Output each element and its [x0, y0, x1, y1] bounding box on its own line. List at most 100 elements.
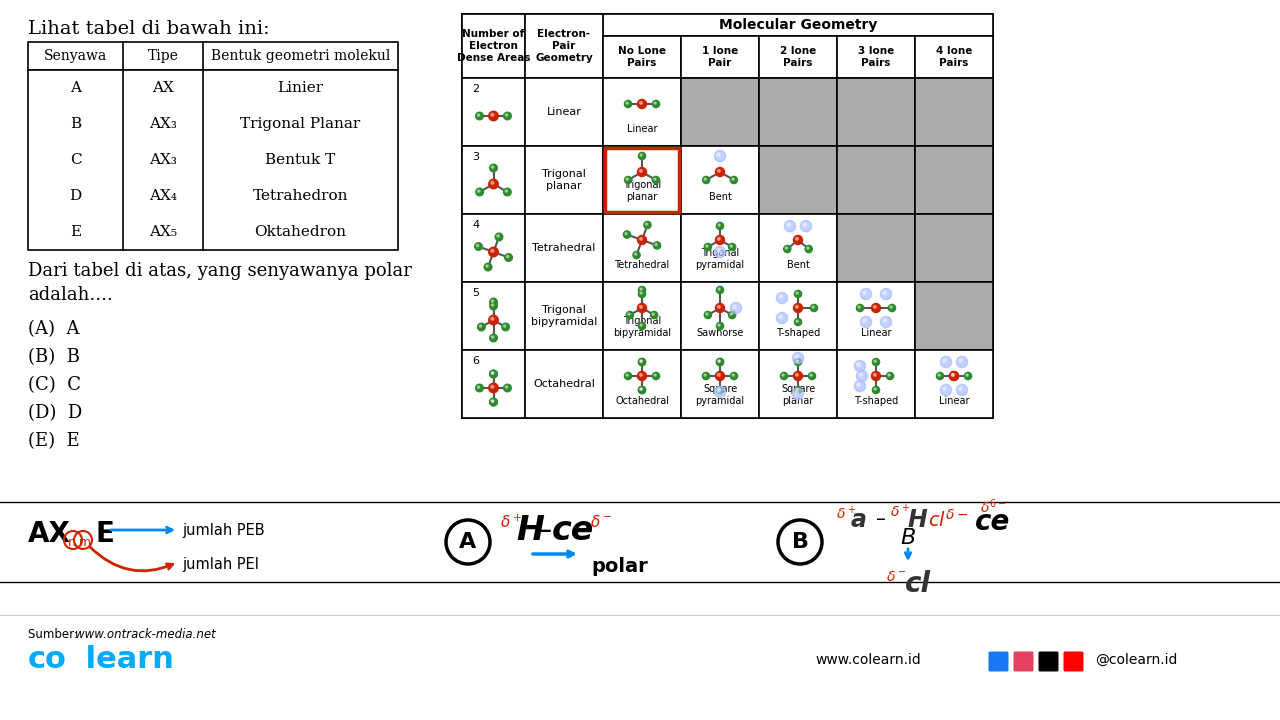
Circle shape	[717, 222, 723, 230]
Circle shape	[705, 313, 708, 315]
Text: –: –	[538, 516, 552, 544]
Circle shape	[653, 372, 659, 379]
Bar	[681, 214, 759, 282]
Text: Octahedral: Octahedral	[614, 396, 669, 406]
Circle shape	[859, 373, 863, 377]
Circle shape	[873, 374, 877, 377]
Circle shape	[873, 305, 877, 308]
Circle shape	[950, 372, 959, 380]
Circle shape	[639, 323, 645, 330]
Bar	[603, 78, 681, 146]
Circle shape	[703, 372, 709, 379]
Circle shape	[704, 178, 707, 180]
Text: $cl^{\delta-}$: $cl^{\delta-}$	[928, 509, 969, 531]
Text: Linear: Linear	[860, 328, 891, 338]
Circle shape	[477, 114, 480, 116]
Circle shape	[856, 363, 860, 366]
Circle shape	[476, 112, 484, 120]
Circle shape	[503, 188, 511, 196]
Bar	[837, 214, 915, 282]
Circle shape	[728, 243, 736, 251]
Circle shape	[951, 374, 954, 377]
Circle shape	[635, 253, 636, 255]
Circle shape	[650, 311, 658, 318]
Bar	[462, 14, 993, 418]
Circle shape	[717, 153, 721, 156]
Circle shape	[506, 114, 508, 116]
Circle shape	[860, 316, 872, 328]
Bar	[28, 70, 398, 250]
Circle shape	[492, 249, 494, 252]
Circle shape	[476, 244, 479, 247]
Circle shape	[781, 372, 787, 379]
Circle shape	[704, 243, 712, 251]
Circle shape	[653, 100, 659, 107]
Text: 4: 4	[472, 220, 479, 230]
Text: $\delta^-$: $\delta^-$	[886, 570, 906, 584]
Bar	[915, 214, 993, 282]
Circle shape	[506, 190, 508, 192]
Bar	[837, 36, 915, 78]
Circle shape	[652, 313, 654, 315]
Circle shape	[490, 302, 498, 310]
Bar	[525, 214, 603, 282]
Circle shape	[490, 298, 498, 306]
Circle shape	[639, 359, 645, 366]
Bar	[837, 350, 915, 418]
Circle shape	[504, 384, 511, 392]
Circle shape	[794, 235, 803, 245]
Circle shape	[780, 295, 782, 298]
Text: Bentuk T: Bentuk T	[265, 153, 335, 167]
Text: $\delta^{6-}$: $\delta^{6-}$	[980, 498, 1006, 516]
Circle shape	[626, 374, 628, 376]
Circle shape	[787, 223, 790, 226]
Text: AX₃: AX₃	[148, 117, 177, 131]
Circle shape	[792, 388, 804, 400]
Circle shape	[637, 372, 646, 380]
Circle shape	[803, 223, 806, 226]
Text: T-shaped: T-shaped	[854, 396, 899, 406]
Circle shape	[490, 370, 498, 378]
Circle shape	[731, 176, 737, 184]
FancyBboxPatch shape	[1014, 652, 1033, 672]
Circle shape	[639, 387, 645, 394]
Bar	[462, 14, 603, 36]
Text: Linier: Linier	[278, 81, 324, 95]
Text: www.ontrack-media.net: www.ontrack-media.net	[76, 628, 216, 641]
Bar	[525, 282, 603, 350]
Circle shape	[506, 386, 508, 388]
Circle shape	[495, 233, 503, 240]
Circle shape	[732, 178, 733, 180]
Text: Octahedral: Octahedral	[532, 379, 595, 389]
Circle shape	[785, 220, 796, 232]
Text: Dari tabel di atas, yang senyawanya polar: Dari tabel di atas, yang senyawanya pola…	[28, 262, 412, 280]
Circle shape	[856, 383, 860, 386]
Text: n: n	[68, 536, 76, 549]
Circle shape	[796, 305, 799, 308]
Circle shape	[640, 360, 643, 362]
Circle shape	[717, 323, 723, 330]
Circle shape	[881, 316, 892, 328]
Circle shape	[477, 323, 485, 330]
Bar	[837, 146, 915, 214]
Circle shape	[625, 100, 631, 107]
Bar	[462, 14, 525, 78]
Text: Bentuk geometri molekul: Bentuk geometri molekul	[211, 49, 390, 63]
Text: No Lone
Pairs: No Lone Pairs	[618, 46, 666, 68]
Circle shape	[714, 387, 726, 397]
Text: A: A	[460, 532, 476, 552]
Text: Square
planar: Square planar	[781, 384, 815, 406]
Circle shape	[795, 318, 801, 325]
Circle shape	[492, 336, 494, 338]
Circle shape	[476, 384, 484, 392]
Bar	[759, 36, 837, 78]
Bar	[462, 146, 525, 214]
Text: www.colearn.id: www.colearn.id	[815, 653, 920, 667]
Circle shape	[731, 372, 737, 379]
Circle shape	[874, 388, 877, 390]
Circle shape	[959, 359, 963, 362]
Circle shape	[717, 359, 723, 366]
Circle shape	[703, 176, 709, 184]
Circle shape	[856, 370, 868, 382]
Circle shape	[730, 245, 732, 247]
